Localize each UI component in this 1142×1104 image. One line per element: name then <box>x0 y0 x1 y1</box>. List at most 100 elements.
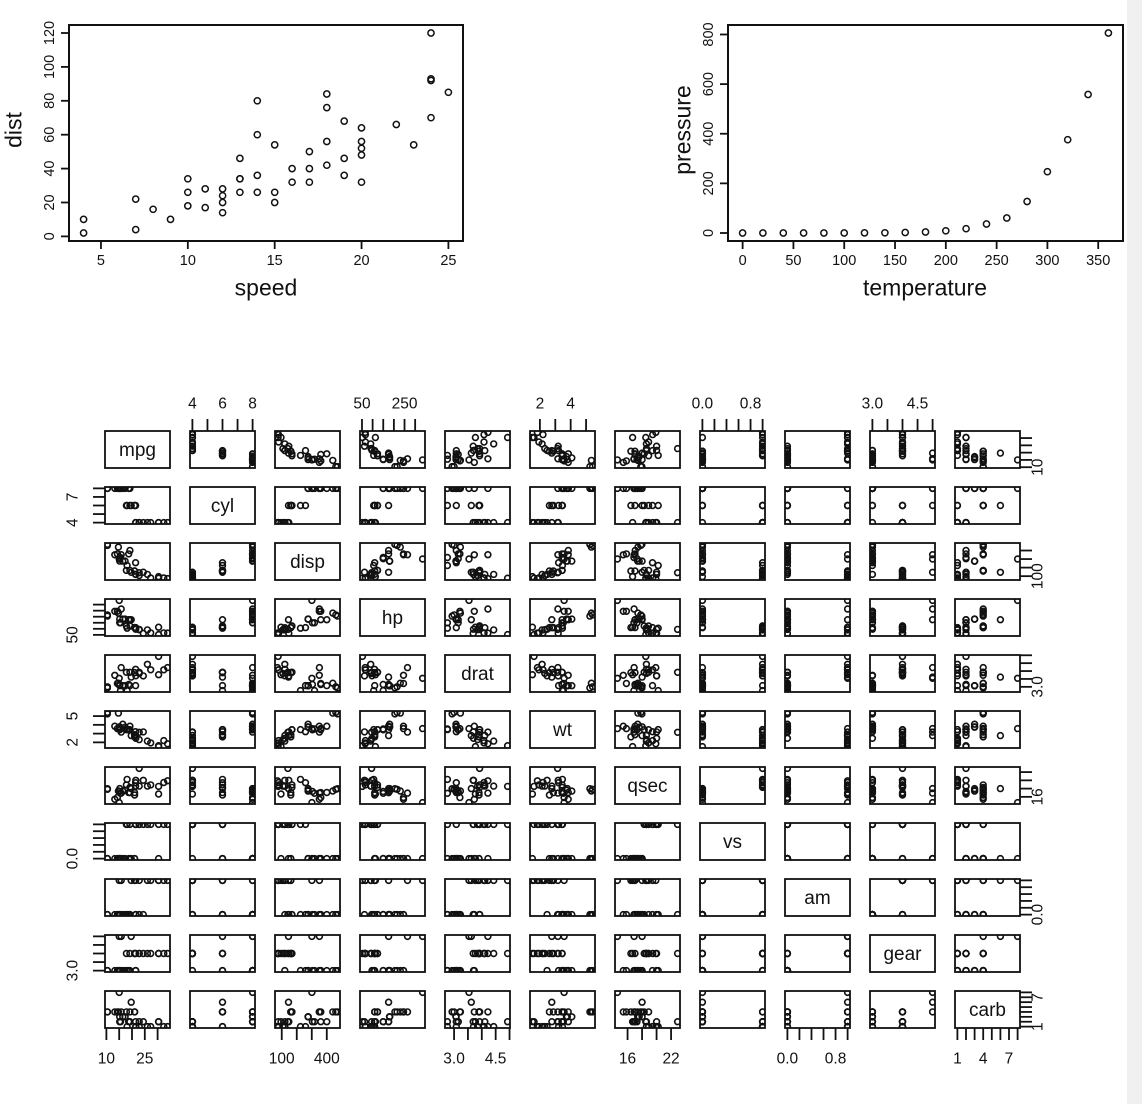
data-point <box>700 966 707 972</box>
data-point <box>538 823 546 829</box>
pairs-panel-frame <box>104 822 171 861</box>
data-point <box>190 624 197 632</box>
data-point <box>248 663 255 672</box>
data-point <box>870 795 877 803</box>
data-point <box>962 665 970 673</box>
data-point <box>652 1022 661 1028</box>
data-point <box>628 623 637 631</box>
data-point <box>843 784 850 793</box>
data-point <box>281 624 289 632</box>
data-point <box>631 1018 639 1026</box>
data-point <box>955 725 962 734</box>
data-point <box>928 605 935 613</box>
pairs-diagonal-label: drat <box>461 664 494 685</box>
data-point <box>898 728 907 736</box>
data-point <box>135 518 143 524</box>
pressure-y-axis-title: pressure <box>669 85 696 175</box>
data-point <box>560 854 568 860</box>
data-point <box>360 823 367 829</box>
pairs-panel-points <box>445 935 510 972</box>
data-point <box>538 1022 546 1028</box>
data-point <box>248 1018 255 1026</box>
pairs-panel-frame <box>699 542 766 581</box>
pairs-panel-frame <box>699 878 766 917</box>
pairs-panel-frame <box>529 542 596 581</box>
data-point <box>315 728 324 736</box>
pairs-panel-frame <box>529 430 596 469</box>
data-point <box>484 455 492 463</box>
data-point <box>288 668 296 676</box>
data-point <box>843 674 850 682</box>
x-tick-label: 100 <box>832 253 856 269</box>
data-point <box>870 722 877 730</box>
data-point <box>615 674 622 682</box>
data-point <box>642 570 651 579</box>
data-point <box>418 487 425 493</box>
pairs-panel-frame <box>529 766 596 805</box>
x-tick-label: 250 <box>985 253 1009 269</box>
data-point <box>190 790 197 798</box>
data-point <box>281 966 289 972</box>
pairs-panel-frame <box>954 990 1021 1029</box>
data-point <box>962 619 970 627</box>
pairs-top-tick-label: 4 <box>566 395 575 412</box>
data-point <box>558 561 567 570</box>
data-point <box>962 668 970 676</box>
data-point <box>587 679 595 687</box>
pairs-panel-points <box>190 879 255 916</box>
data-point <box>870 681 877 690</box>
data-point <box>154 572 163 580</box>
data-point <box>135 1022 143 1028</box>
pairs-panel-points <box>190 599 255 636</box>
pairs-panel-frame <box>784 654 851 693</box>
data-point <box>248 555 255 563</box>
data-point <box>361 431 369 437</box>
data-point <box>399 966 408 972</box>
data-point <box>785 1013 792 1021</box>
pairs-diagonal-label: carb <box>969 1000 1006 1021</box>
data-point <box>323 788 331 797</box>
data-point <box>481 879 489 885</box>
data-point <box>448 711 456 718</box>
pairs-panel-frame <box>954 822 1021 861</box>
data-point <box>154 854 163 860</box>
data-point <box>360 879 367 885</box>
data-point <box>962 879 970 885</box>
data-point <box>898 854 907 860</box>
pairs-panel-points <box>955 879 1020 916</box>
pairs-panel-points <box>275 487 340 524</box>
data-point <box>284 518 292 524</box>
data-point <box>323 910 331 916</box>
pairs-panel-frame <box>444 430 511 469</box>
data-point <box>475 452 484 460</box>
data-point <box>979 487 987 493</box>
data-point <box>323 487 331 493</box>
data-point <box>166 215 175 224</box>
data-point <box>452 501 460 510</box>
data-point <box>143 570 152 579</box>
data-point <box>288 949 296 958</box>
data-point <box>190 731 197 740</box>
pairs-panel-frame <box>189 486 256 525</box>
pairs-panel-points <box>700 655 765 692</box>
pairs-panel-frame <box>529 878 596 917</box>
data-point <box>870 551 877 559</box>
data-point <box>870 734 877 742</box>
data-point <box>105 711 112 717</box>
pairs-right-tick-label: 7 <box>1029 993 1046 1002</box>
data-point <box>484 879 492 885</box>
data-point <box>305 147 314 156</box>
data-point <box>652 625 661 633</box>
data-point <box>332 854 340 860</box>
data-point <box>281 1018 289 1026</box>
data-point <box>535 666 543 674</box>
data-point <box>955 734 962 742</box>
data-point <box>480 778 488 787</box>
data-point <box>630 550 638 559</box>
data-point <box>275 777 282 785</box>
data-point <box>700 935 707 941</box>
data-point <box>785 607 792 615</box>
data-point <box>127 616 135 624</box>
data-point <box>758 668 765 676</box>
data-point <box>465 599 473 605</box>
